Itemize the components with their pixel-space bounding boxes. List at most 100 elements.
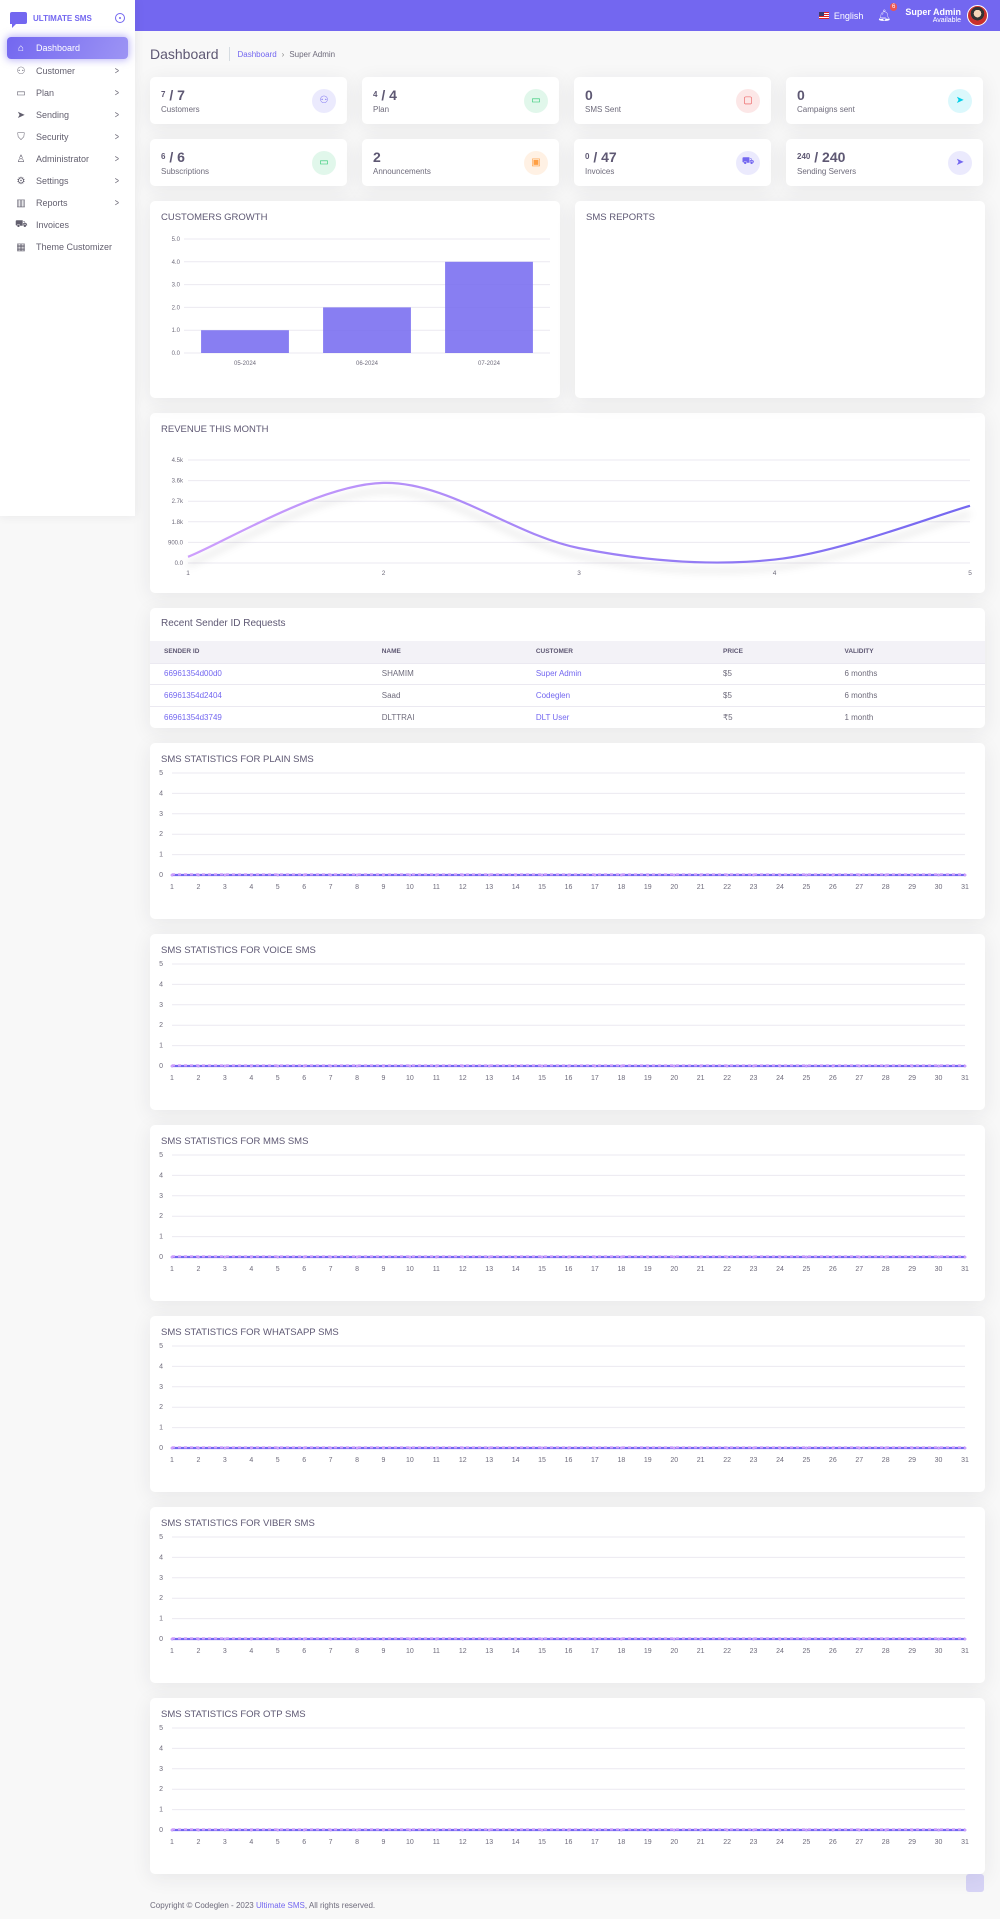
data-point[interactable] bbox=[435, 1064, 438, 1068]
data-point[interactable] bbox=[567, 1828, 570, 1832]
data-point[interactable] bbox=[329, 1828, 332, 1832]
sender-id-link[interactable]: 66961354d2404 bbox=[150, 684, 368, 707]
data-point[interactable] bbox=[487, 873, 491, 877]
data-point[interactable] bbox=[461, 873, 465, 877]
customer-link[interactable]: Codeglen bbox=[521, 684, 710, 707]
data-point[interactable] bbox=[514, 1828, 517, 1832]
data-point[interactable] bbox=[250, 1255, 253, 1259]
data-point[interactable] bbox=[937, 1255, 940, 1259]
data-point[interactable] bbox=[540, 1637, 544, 1641]
data-point[interactable] bbox=[197, 1446, 200, 1450]
data-point[interactable] bbox=[567, 1064, 570, 1068]
data-point[interactable] bbox=[857, 1255, 861, 1259]
data-point[interactable] bbox=[963, 1064, 967, 1068]
data-point[interactable] bbox=[197, 1064, 200, 1068]
data-point[interactable] bbox=[699, 1255, 702, 1259]
data-point[interactable] bbox=[435, 873, 438, 877]
data-point[interactable] bbox=[514, 873, 517, 877]
data-point[interactable] bbox=[250, 1637, 253, 1641]
data-point[interactable] bbox=[778, 1255, 782, 1259]
data-point[interactable] bbox=[593, 1064, 597, 1068]
data-point[interactable] bbox=[408, 1828, 412, 1832]
data-point[interactable] bbox=[646, 1064, 650, 1068]
data-point[interactable] bbox=[276, 1637, 280, 1641]
data-point[interactable] bbox=[170, 873, 174, 877]
data-point[interactable] bbox=[355, 1446, 359, 1450]
data-point[interactable] bbox=[646, 1828, 650, 1832]
data-point[interactable] bbox=[910, 1255, 914, 1259]
language-selector[interactable]: English bbox=[818, 11, 863, 21]
data-point[interactable] bbox=[752, 1446, 755, 1450]
data-point[interactable] bbox=[805, 1255, 808, 1259]
data-point[interactable] bbox=[540, 1064, 544, 1068]
data-point[interactable] bbox=[620, 1255, 623, 1259]
data-point[interactable] bbox=[884, 1064, 887, 1068]
data-point[interactable] bbox=[937, 873, 940, 877]
data-point[interactable] bbox=[302, 1064, 306, 1068]
bar[interactable] bbox=[445, 261, 533, 353]
data-point[interactable] bbox=[672, 1064, 676, 1068]
data-point[interactable] bbox=[831, 1637, 835, 1641]
avatar[interactable] bbox=[967, 5, 988, 26]
data-point[interactable] bbox=[276, 1828, 280, 1832]
data-point[interactable] bbox=[276, 1255, 280, 1259]
data-point[interactable] bbox=[857, 1064, 861, 1068]
data-point[interactable] bbox=[461, 1064, 465, 1068]
data-point[interactable] bbox=[805, 1064, 808, 1068]
data-point[interactable] bbox=[540, 1828, 544, 1832]
data-point[interactable] bbox=[725, 1637, 729, 1641]
data-point[interactable] bbox=[382, 1828, 385, 1832]
data-point[interactable] bbox=[910, 873, 914, 877]
data-point[interactable] bbox=[937, 1064, 940, 1068]
sidebar-item-dashboard[interactable]: ⌂ Dashboard bbox=[7, 37, 128, 59]
data-point[interactable] bbox=[302, 1446, 306, 1450]
data-point[interactable] bbox=[963, 873, 967, 877]
data-point[interactable] bbox=[435, 1446, 438, 1450]
data-point[interactable] bbox=[778, 1637, 782, 1641]
data-point[interactable] bbox=[170, 1446, 174, 1450]
data-point[interactable] bbox=[963, 1255, 967, 1259]
data-point[interactable] bbox=[540, 1446, 544, 1450]
data-point[interactable] bbox=[752, 1828, 755, 1832]
data-point[interactable] bbox=[223, 1064, 227, 1068]
data-point[interactable] bbox=[805, 873, 808, 877]
data-point[interactable] bbox=[329, 873, 332, 877]
data-point[interactable] bbox=[857, 1637, 861, 1641]
data-point[interactable] bbox=[302, 1828, 306, 1832]
data-point[interactable] bbox=[672, 1828, 676, 1832]
user-menu[interactable]: Super Admin Available bbox=[905, 7, 961, 24]
data-point[interactable] bbox=[805, 1828, 808, 1832]
data-point[interactable] bbox=[805, 1637, 808, 1641]
data-point[interactable] bbox=[593, 1828, 597, 1832]
data-point[interactable] bbox=[620, 1446, 623, 1450]
data-point[interactable] bbox=[831, 1828, 835, 1832]
data-point[interactable] bbox=[435, 1637, 438, 1641]
scroll-to-top-button[interactable] bbox=[966, 1874, 984, 1892]
data-point[interactable] bbox=[302, 1637, 306, 1641]
data-point[interactable] bbox=[831, 873, 835, 877]
data-point[interactable] bbox=[487, 1255, 491, 1259]
data-point[interactable] bbox=[857, 1828, 861, 1832]
data-point[interactable] bbox=[672, 1637, 676, 1641]
data-point[interactable] bbox=[408, 1255, 412, 1259]
brand[interactable]: ULTIMATE SMS bbox=[0, 0, 135, 36]
data-point[interactable] bbox=[250, 873, 253, 877]
sidebar-item-sending[interactable]: ➤ Sending > bbox=[7, 104, 128, 126]
data-point[interactable] bbox=[725, 1255, 729, 1259]
data-point[interactable] bbox=[514, 1637, 517, 1641]
sidebar-item-plan[interactable]: ▭ Plan > bbox=[7, 82, 128, 104]
data-point[interactable] bbox=[197, 873, 200, 877]
data-point[interactable] bbox=[752, 1255, 755, 1259]
data-point[interactable] bbox=[831, 1255, 835, 1259]
sidebar-item-settings[interactable]: ⚙ Settings > bbox=[7, 170, 128, 192]
data-point[interactable] bbox=[487, 1446, 491, 1450]
data-point[interactable] bbox=[223, 1828, 227, 1832]
data-point[interactable] bbox=[620, 1828, 623, 1832]
data-point[interactable] bbox=[752, 1064, 755, 1068]
data-point[interactable] bbox=[699, 1446, 702, 1450]
data-point[interactable] bbox=[355, 1828, 359, 1832]
data-point[interactable] bbox=[937, 1828, 940, 1832]
data-point[interactable] bbox=[461, 1828, 465, 1832]
data-point[interactable] bbox=[699, 1828, 702, 1832]
data-point[interactable] bbox=[910, 1446, 914, 1450]
